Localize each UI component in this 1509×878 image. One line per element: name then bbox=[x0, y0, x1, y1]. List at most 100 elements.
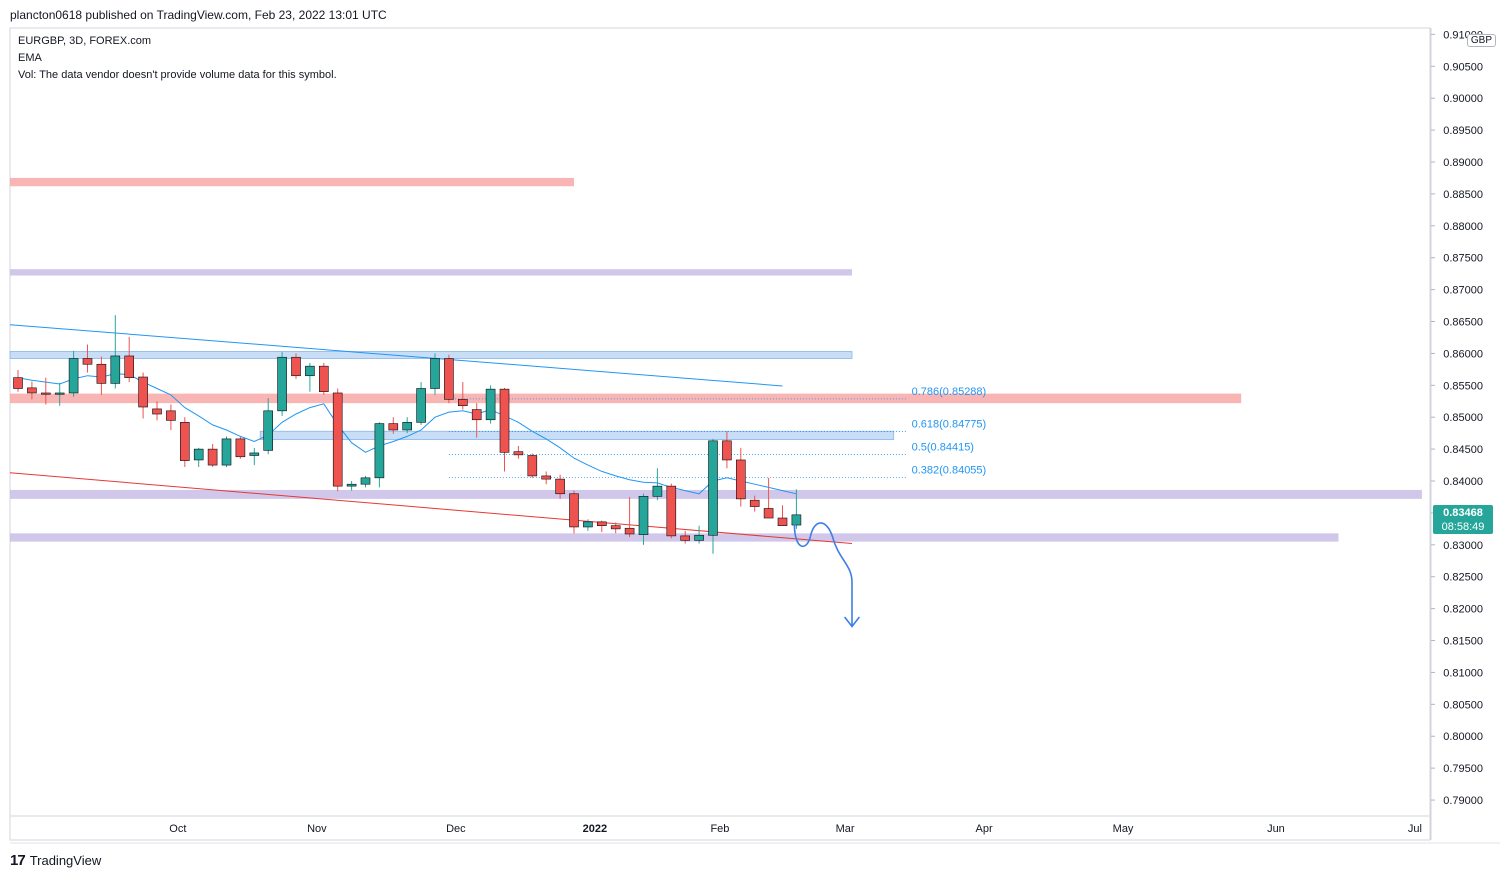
zone-purple-6 bbox=[10, 533, 1339, 542]
price-tick-label: 0.89000 bbox=[1443, 157, 1483, 169]
candle bbox=[291, 353, 301, 379]
candle bbox=[694, 525, 704, 544]
last-price-label: 0.83468 08:58:49 bbox=[1433, 505, 1493, 534]
bar-countdown: 08:58:49 bbox=[1442, 521, 1485, 533]
brand-name: TradingView bbox=[29, 853, 102, 868]
price-tick-label: 0.80500 bbox=[1443, 699, 1483, 711]
zone-pink-3 bbox=[10, 393, 1242, 404]
fibonacci-layer: 0.786(0.85288) 0.618(0.84775) 0.5(0.84415)… bbox=[448, 386, 987, 478]
candle bbox=[735, 447, 746, 507]
candle-body bbox=[110, 355, 121, 384]
candle bbox=[180, 417, 190, 467]
time-tick-label: Jul bbox=[1408, 823, 1422, 835]
candle-body bbox=[124, 355, 134, 378]
projection-path bbox=[793, 522, 853, 628]
price-axis[interactable]: 0.910000.905000.900000.895000.890000.885… bbox=[1431, 29, 1483, 807]
candle-body bbox=[180, 422, 190, 461]
ema-legend[interactable]: EMA bbox=[18, 52, 42, 64]
fib-level-label: 0.618(0.84775) bbox=[912, 419, 987, 431]
price-tick-label: 0.81000 bbox=[1443, 667, 1483, 679]
price-tick-label: 0.85500 bbox=[1443, 380, 1483, 392]
candle bbox=[332, 388, 343, 492]
candle-body bbox=[638, 496, 649, 535]
candle-body bbox=[318, 365, 329, 392]
candle bbox=[722, 431, 732, 469]
candle-body bbox=[138, 376, 148, 408]
symbol-line[interactable]: EURGBP, 3D, FOREX.com bbox=[18, 35, 152, 47]
candle-body bbox=[235, 438, 246, 458]
candle-body bbox=[54, 392, 65, 395]
price-tick-label: 0.89500 bbox=[1443, 125, 1483, 137]
candle-body bbox=[708, 440, 718, 536]
trendline-falling-resistance bbox=[9, 324, 783, 387]
candle-body bbox=[305, 365, 315, 377]
price-tick-label: 0.84000 bbox=[1443, 476, 1483, 488]
zone-purple-1 bbox=[10, 269, 852, 276]
candle-body bbox=[471, 409, 482, 421]
price-tick-label: 0.85000 bbox=[1443, 412, 1483, 424]
candle bbox=[624, 496, 635, 538]
candle-body bbox=[749, 499, 760, 507]
candle-body bbox=[277, 356, 287, 412]
volume-legend[interactable]: Vol: The data vendor doesn't provide vol… bbox=[18, 69, 337, 81]
candle-body bbox=[444, 358, 454, 400]
candle-body bbox=[221, 438, 232, 466]
price-tick-label: 0.84500 bbox=[1443, 444, 1483, 456]
candle bbox=[54, 382, 65, 406]
time-tick-label: Mar bbox=[836, 823, 855, 835]
candle-body bbox=[499, 388, 510, 453]
candle-body bbox=[152, 408, 162, 415]
candle bbox=[152, 401, 162, 421]
candle-body bbox=[652, 485, 663, 497]
time-axis[interactable]: Oct Nov Dec 2022 Feb Mar Apr May Jun Jul bbox=[169, 823, 1422, 835]
price-tick-label: 0.86000 bbox=[1443, 348, 1483, 360]
time-tick-label: Feb bbox=[710, 823, 729, 835]
zone-blue-2 bbox=[9, 351, 853, 359]
candle-body bbox=[249, 452, 260, 456]
candle bbox=[680, 530, 691, 544]
fib-level-label: 0.786(0.85288) bbox=[912, 386, 987, 398]
currency-badge[interactable]: GBP bbox=[1466, 34, 1496, 47]
candle-body bbox=[457, 399, 468, 407]
candle bbox=[708, 438, 718, 554]
price-tick-label: 0.88500 bbox=[1443, 189, 1483, 201]
candle bbox=[166, 404, 176, 430]
candle-body bbox=[485, 388, 496, 421]
candle-body bbox=[624, 527, 635, 535]
candle-body bbox=[40, 392, 51, 395]
candle bbox=[402, 417, 413, 434]
price-tick-label: 0.87500 bbox=[1443, 253, 1483, 265]
time-tick-label: Dec bbox=[446, 823, 466, 835]
publish-info: plancton0618 published on TradingView.co… bbox=[10, 8, 387, 22]
candle bbox=[360, 475, 371, 488]
candle-body bbox=[694, 534, 704, 541]
candle bbox=[416, 382, 426, 425]
price-tick-label: 0.86500 bbox=[1443, 317, 1483, 329]
candle-body bbox=[68, 358, 79, 394]
candle-body bbox=[263, 410, 274, 451]
candle-body bbox=[610, 525, 621, 530]
candle bbox=[527, 453, 538, 478]
projection-arrowhead bbox=[844, 616, 860, 628]
candle bbox=[471, 403, 482, 438]
candle bbox=[124, 336, 134, 383]
candle-body bbox=[374, 423, 385, 479]
time-tick-label: May bbox=[1113, 823, 1134, 835]
candle bbox=[68, 350, 79, 397]
chart-legend: EURGBP, 3D, FOREX.com EMA Vol: The data … bbox=[18, 33, 337, 84]
candle bbox=[110, 315, 121, 389]
candle-body bbox=[555, 478, 565, 495]
candle-body bbox=[166, 410, 176, 421]
price-tick-label: 0.81500 bbox=[1443, 636, 1483, 648]
candle-body bbox=[680, 535, 691, 541]
candle bbox=[96, 356, 107, 395]
candle bbox=[638, 493, 649, 545]
candle bbox=[541, 471, 552, 485]
candle bbox=[263, 398, 274, 455]
candle-body bbox=[388, 423, 399, 431]
candle bbox=[221, 436, 232, 467]
fib-level-label: 0.382(0.84055) bbox=[912, 465, 987, 477]
candle-body bbox=[430, 358, 440, 389]
last-price-value: 0.83468 bbox=[1443, 507, 1483, 519]
